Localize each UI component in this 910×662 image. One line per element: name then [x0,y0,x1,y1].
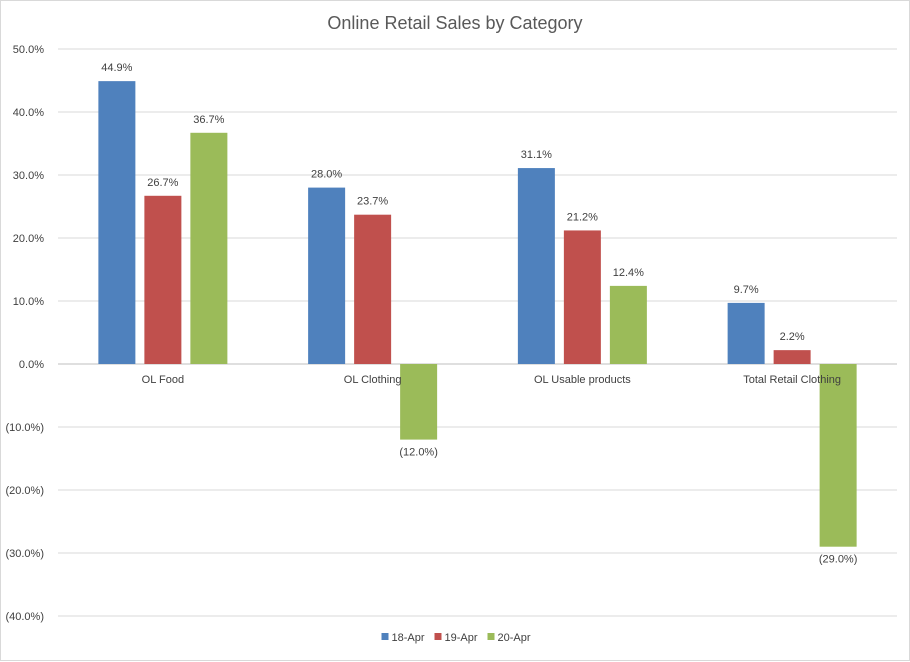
legend-label: 19-Apr [445,632,478,644]
bar [354,214,392,364]
data-label: 36.7% [193,114,224,126]
data-labels: 44.9% 26.7% 36.7% 28.0% 23.7% (12.0%) 31.1% 21.… [101,62,857,566]
y-axis-ticks: 50.0% 40.0% 30.0% 20.0% 10.0% 0.0% (10.0%) (20.… [5,44,44,623]
data-label: 9.7% [734,284,759,296]
y-tick-label: 0.0% [19,359,44,371]
bar [727,302,765,364]
data-label: 28.0% [311,169,342,181]
chart-title: Online Retail Sales by Category [327,13,582,33]
y-tick-label: 30.0% [13,170,44,182]
bar [400,364,438,440]
category-label: OL Clothing [344,374,402,386]
data-label: 2.2% [780,331,805,343]
data-label: 26.7% [147,177,178,189]
legend-swatch [487,633,495,640]
bar [190,132,228,364]
y-tick-label: (20.0%) [5,485,44,497]
bar [773,350,811,364]
y-tick-label: 10.0% [13,296,44,308]
y-tick-label: 50.0% [13,44,44,56]
gridlines [58,48,897,617]
category-label: OL Usable products [534,374,631,386]
data-label: 23.7% [357,196,388,208]
data-label: (29.0%) [819,554,858,566]
bar [308,187,346,364]
data-label: (12.0%) [399,447,438,459]
y-tick-label: (30.0%) [5,548,44,560]
data-label: 12.4% [613,267,644,279]
y-tick-label: (40.0%) [5,611,44,623]
legend-label: 20-Apr [498,632,531,644]
category-labels: OL Food OL Clothing OL Usable products Tota… [142,374,841,386]
data-label: 31.1% [521,149,552,161]
bar [517,168,555,364]
legend-label: 18-Apr [392,632,425,644]
legend: 18-Apr 19-Apr 20-Apr [381,632,531,644]
y-tick-label: 20.0% [13,233,44,245]
category-label: Total Retail Clothing [743,374,841,386]
bar [98,81,136,364]
y-tick-label: (10.0%) [5,422,44,434]
bar [563,230,601,364]
bar [819,364,857,547]
bar [144,195,182,364]
legend-swatch [434,633,442,640]
bars [98,81,857,547]
data-label: 21.2% [567,211,598,223]
category-label: OL Food [142,374,184,386]
y-tick-label: 40.0% [13,107,44,119]
bar [609,285,647,364]
data-label: 44.9% [101,62,132,74]
legend-swatch [381,633,389,640]
